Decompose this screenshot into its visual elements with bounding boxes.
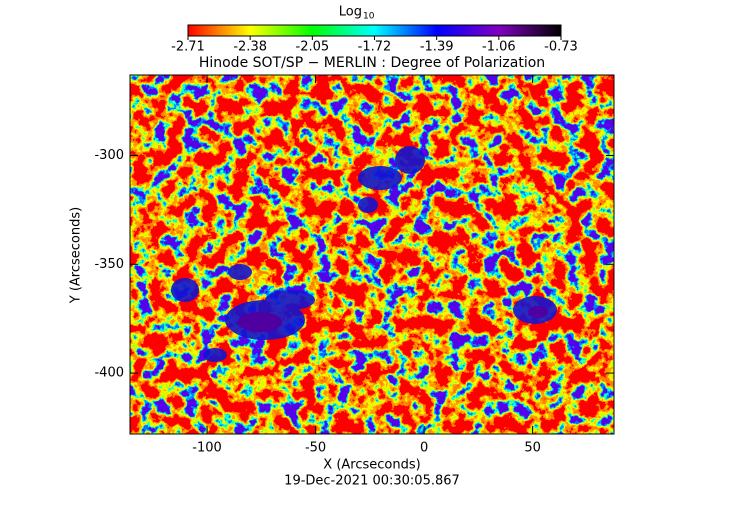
y-tick-label: -400 [94,366,124,381]
colorbar-tick-label: -0.73 [544,40,578,55]
map-image [130,75,614,434]
y-tick-label: -350 [94,257,124,272]
colorbar-tick-label: -1.72 [358,40,392,55]
y-tick-label: -300 [94,148,124,163]
y-axis-label: Y (Arcseconds) [69,207,84,304]
x-tick-label: 0 [420,441,428,456]
colorbar-label: Log [339,5,362,20]
x-axis-label: X (Arcseconds) [323,458,420,473]
colorbar-tick-label: -2.38 [233,40,267,55]
colorbar [187,24,562,37]
colorbar-tick-label: -2.05 [296,40,330,55]
x-tick-label: 50 [524,441,541,456]
x-tick-label: -50 [305,441,326,456]
colorbar-tick-label: -1.39 [420,40,454,55]
x-tick-label: -100 [192,441,222,456]
footer: 19-Dec-2021 00:30:05.867 [284,474,460,489]
chart-title: Hinode SOT/SP − MERLIN : Degree of Polar… [199,55,545,71]
colorbar-tick-label: -2.71 [171,40,205,55]
plot-frame [129,74,615,435]
colorbar-label-subscript: 10 [363,12,375,22]
colorbar-tick-label: -1.06 [482,40,516,55]
